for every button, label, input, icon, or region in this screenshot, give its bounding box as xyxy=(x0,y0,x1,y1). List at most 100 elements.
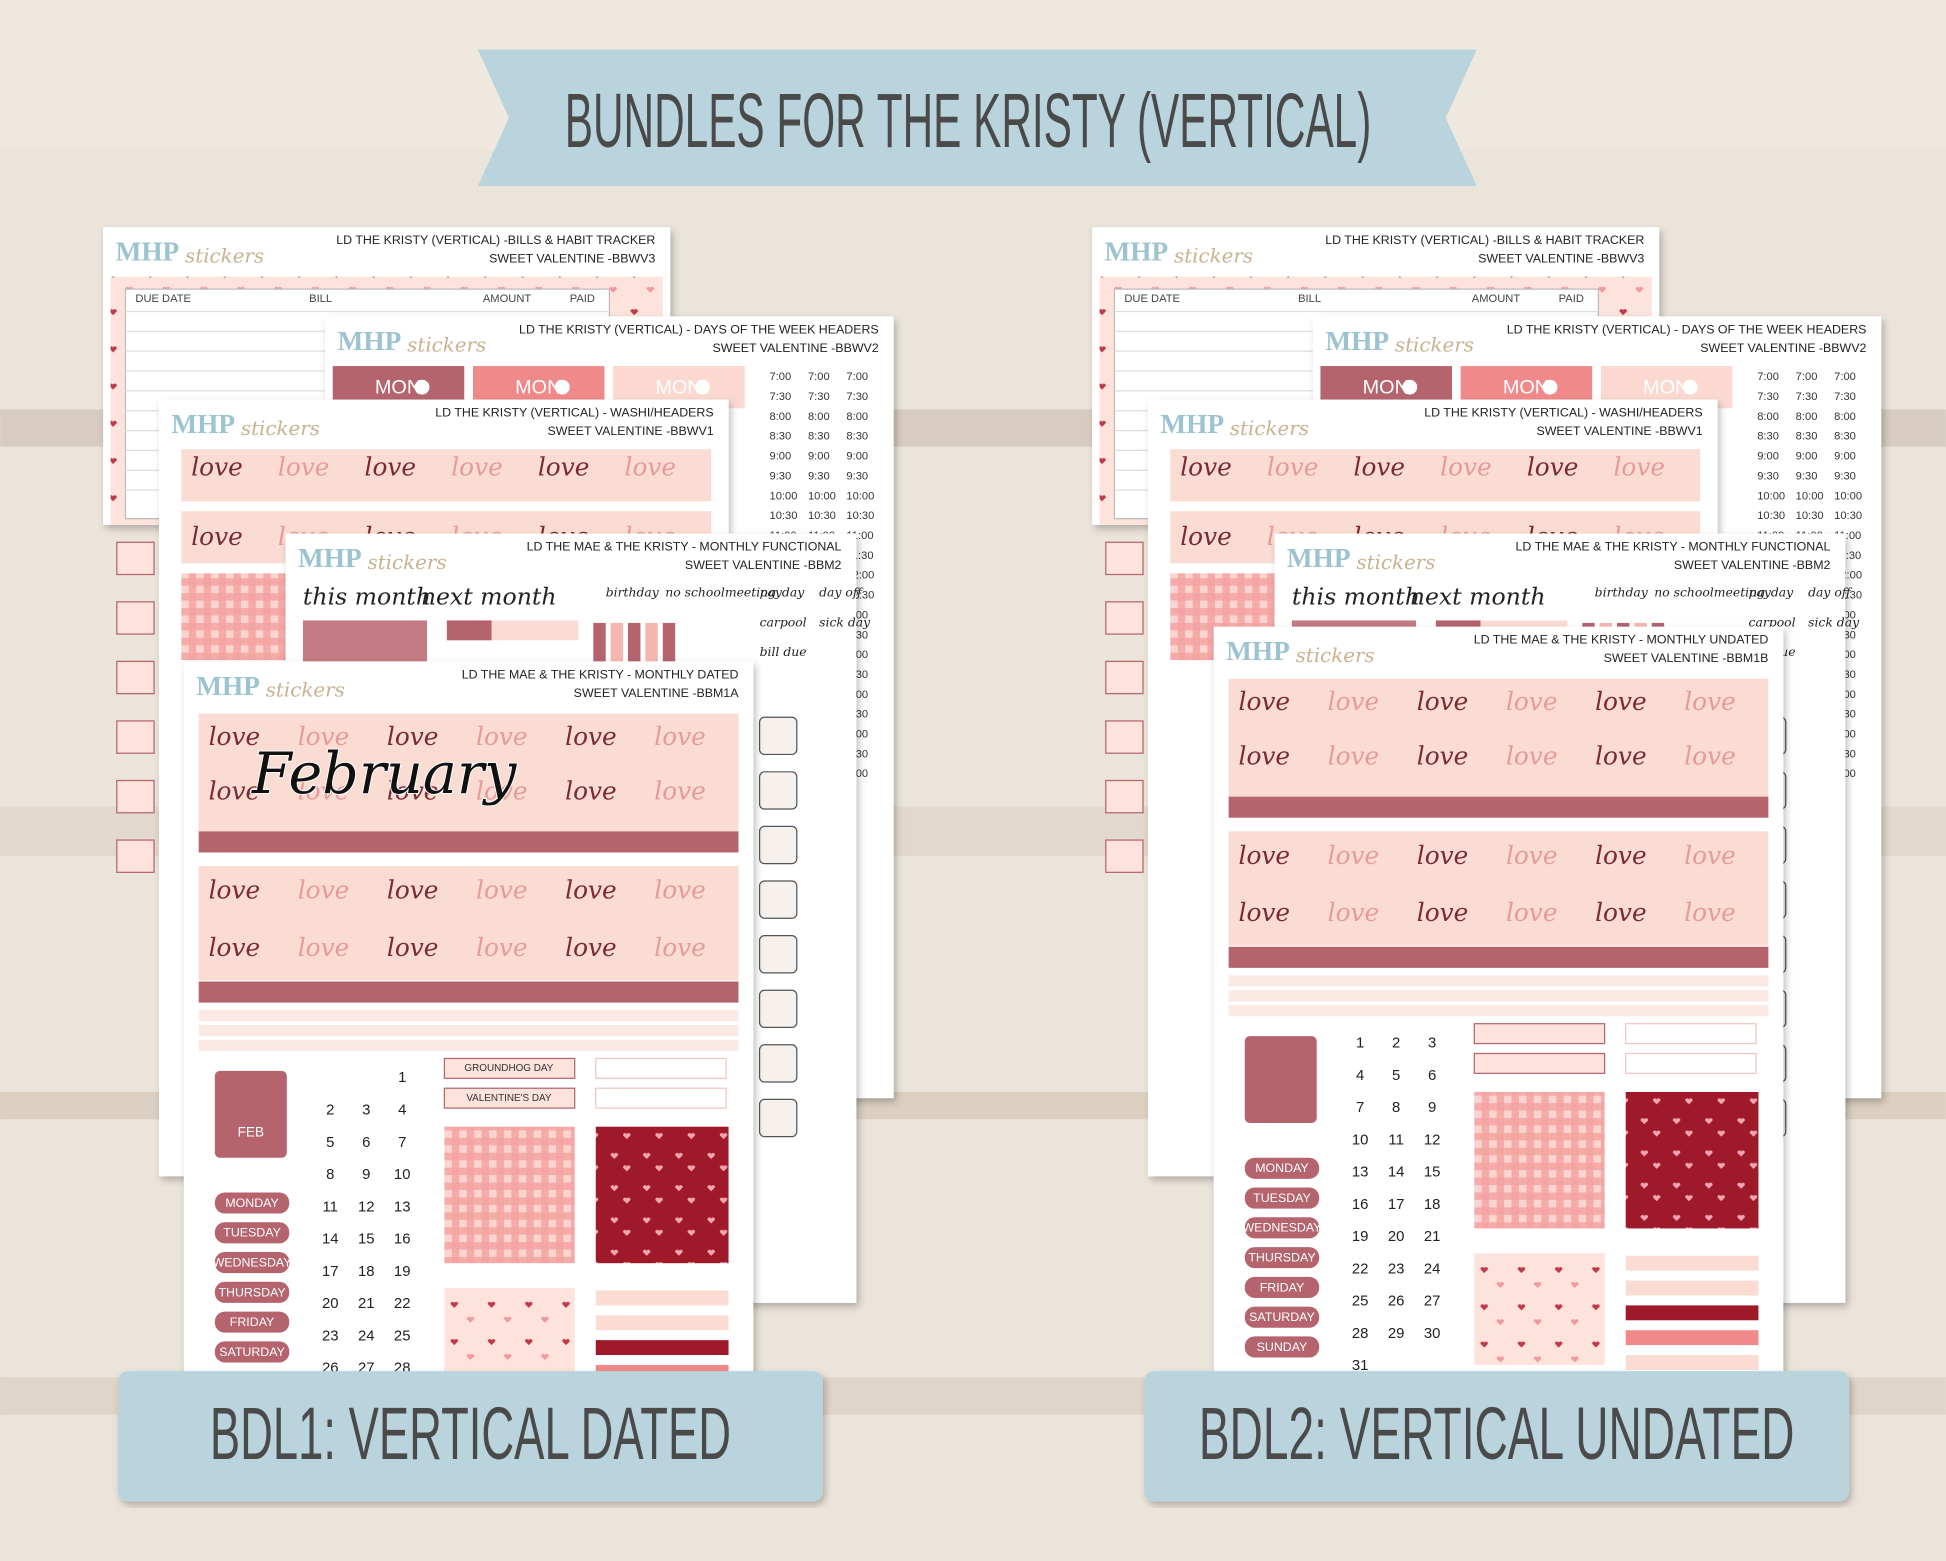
time-label: 8:30 xyxy=(1834,431,1856,443)
washi-word: love xyxy=(1684,841,1736,870)
day-number: 5 xyxy=(326,1135,334,1151)
washi-word: love xyxy=(538,453,590,482)
day-number: 20 xyxy=(1388,1229,1405,1245)
mini-washi xyxy=(198,1010,739,1022)
label-box xyxy=(116,601,155,635)
brand-script: stickers xyxy=(407,334,486,357)
washi-word: love xyxy=(1328,742,1380,771)
time-label: 8:30 xyxy=(846,431,868,443)
weekday-label: TUESDAY xyxy=(223,1226,281,1240)
functional-label: next month xyxy=(1410,583,1546,611)
washi-word: love xyxy=(1239,898,1291,927)
mini-washi xyxy=(1228,990,1769,1002)
event-label: GROUNDHOG DAY xyxy=(464,1063,553,1074)
day-number: 16 xyxy=(1352,1197,1369,1213)
functional-label: day off xyxy=(819,585,864,600)
label-box xyxy=(116,720,155,754)
label-box xyxy=(1105,541,1144,576)
time-label: 10:00 xyxy=(1834,490,1862,502)
weekday-label: SATURDAY xyxy=(219,1345,285,1359)
washi-word: love xyxy=(1239,742,1291,771)
time-label: 9:00 xyxy=(1834,451,1856,463)
sheet-title: LD THE MAE & THE KRISTY - MONTHLY DATED xyxy=(462,667,739,681)
time-label: 8:00 xyxy=(1834,411,1856,423)
brand-script: stickers xyxy=(367,551,446,574)
washi-word: love xyxy=(1180,453,1232,482)
weekday-label: SUNDAY xyxy=(1257,1340,1308,1354)
sheet-title: LD THE KRISTY (VERTICAL) -BILLS & HABIT … xyxy=(1325,233,1644,247)
day-number: 11 xyxy=(323,1199,338,1215)
sheet-code: SWEET VALENTINE -BBM1B xyxy=(1604,651,1769,665)
washi-strip xyxy=(181,449,712,502)
brand-mark: MHP xyxy=(116,237,180,267)
sticker-sheet: MHP stickers LD THE MAE & THE KRISTY - MON… xyxy=(1213,626,1784,1409)
label-box xyxy=(118,1371,823,1502)
mini-washi xyxy=(1228,1005,1769,1017)
event-box xyxy=(595,1087,727,1109)
stripe xyxy=(610,622,624,666)
washi-word: love xyxy=(1595,841,1647,870)
day-dot xyxy=(1542,379,1558,395)
day-header-label: MON xyxy=(1503,377,1549,399)
day-number: 4 xyxy=(1356,1068,1364,1084)
stripe xyxy=(1625,1255,1759,1271)
washi-panel xyxy=(1228,678,1769,797)
weekday-pill xyxy=(1244,1157,1320,1179)
table-header: PAID xyxy=(570,293,595,305)
day-dot xyxy=(695,379,710,395)
functional-label: birthday xyxy=(606,585,660,600)
weekday-pill xyxy=(214,1192,290,1214)
washi-word: love xyxy=(1527,453,1579,482)
functional-label: this month xyxy=(1292,583,1420,611)
washi-word: love xyxy=(476,722,528,751)
washi-word: love xyxy=(209,876,261,905)
icon-tile xyxy=(758,1098,798,1138)
washi-word: love xyxy=(654,876,706,905)
sheet-title: LD THE MAE & THE KRISTY - MONTHLY FUNCTI… xyxy=(527,539,842,553)
washi-word: love xyxy=(1239,841,1291,870)
weekday-pill xyxy=(1244,1306,1320,1328)
functional-label: carpool xyxy=(1749,614,1796,629)
icon-tile xyxy=(758,716,798,756)
washi-word: love xyxy=(1595,898,1647,927)
table-header: AMOUNT xyxy=(483,293,532,305)
washi-word: love xyxy=(1595,687,1647,716)
time-label: 9:30 xyxy=(1834,470,1856,482)
time-label: 7:00 xyxy=(1834,371,1856,383)
time-label: 10:30 xyxy=(1796,510,1824,522)
table-header: DUE DATE xyxy=(135,293,191,305)
day-number: 1 xyxy=(1356,1035,1364,1051)
sheet-title: LD THE KRISTY (VERTICAL) - DAYS OF THE W… xyxy=(519,322,879,336)
weekday-pill xyxy=(214,1281,290,1303)
gingham-block xyxy=(1474,1091,1605,1229)
bundle-label-text: BDL2: VERTICAL UNDATED xyxy=(1199,1392,1795,1475)
label-box xyxy=(1105,601,1144,635)
washi-word: love xyxy=(1417,687,1469,716)
time-label: 9:00 xyxy=(1796,451,1818,463)
day-number: 24 xyxy=(358,1328,375,1344)
day-number: 14 xyxy=(322,1232,339,1248)
brand-script: stickers xyxy=(241,417,320,440)
day-number: 22 xyxy=(1352,1261,1369,1277)
sheet-code: SWEET VALENTINE -BBWV3 xyxy=(489,252,655,266)
time-label: 8:00 xyxy=(808,411,830,423)
functional-label: birthday xyxy=(1595,585,1649,600)
day-number: 3 xyxy=(1428,1035,1436,1051)
functional-label: this month xyxy=(303,583,431,611)
washi-word: love xyxy=(298,933,350,962)
washi-panel xyxy=(1228,831,1769,946)
time-label: 7:00 xyxy=(1757,371,1779,383)
day-number: 23 xyxy=(1388,1261,1405,1277)
day-number: 30 xyxy=(1424,1326,1441,1342)
time-label: 10:00 xyxy=(808,490,836,502)
sheet-title: LD THE MAE & THE KRISTY - MONTHLY FUNCTI… xyxy=(1516,539,1831,553)
icon-tile xyxy=(758,989,798,1029)
day-number: 24 xyxy=(1424,1261,1441,1277)
day-number: 18 xyxy=(1424,1197,1441,1213)
washi-word: love xyxy=(654,933,706,962)
washi-word: love xyxy=(1180,522,1232,551)
time-label: 10:00 xyxy=(769,490,797,502)
washi-word: love xyxy=(209,933,261,962)
heart-block xyxy=(595,1126,729,1264)
